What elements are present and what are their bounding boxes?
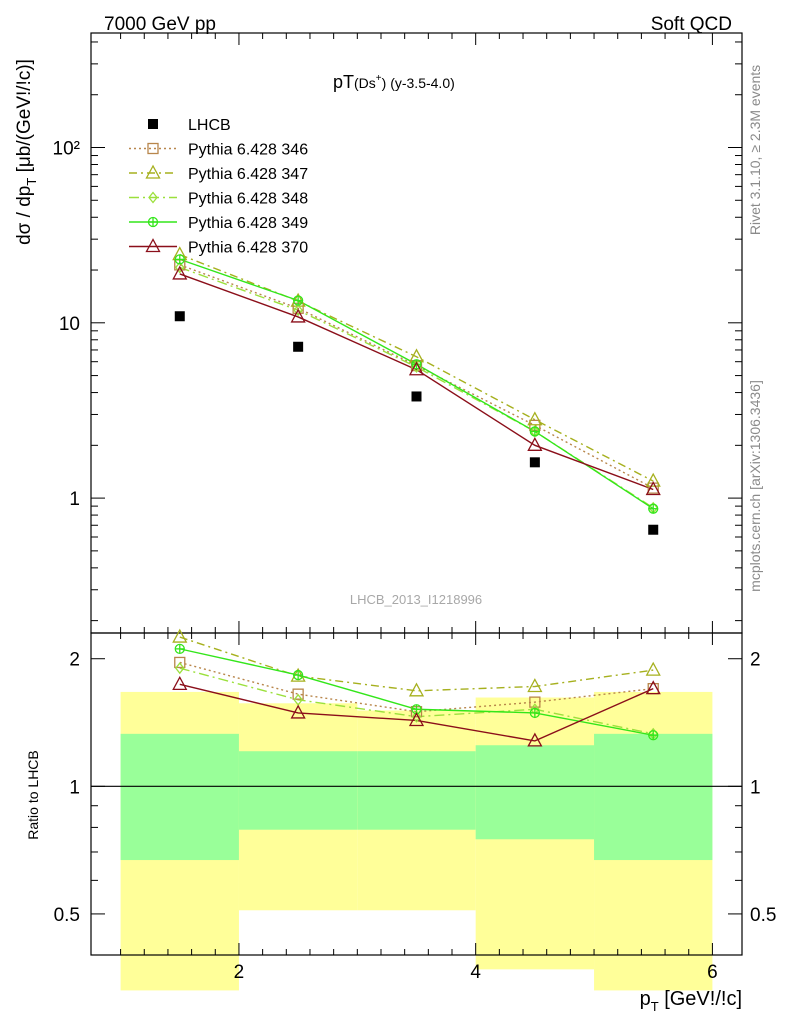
marker-p348	[293, 304, 303, 317]
ratio-line-p347	[179, 636, 654, 692]
ratio-y-tick-label: 1	[750, 777, 761, 798]
ratio-marker-p348	[411, 710, 422, 723]
series-markers	[172, 246, 661, 747]
series-lines	[179, 253, 654, 742]
marker-data	[529, 457, 540, 468]
marker-data	[174, 311, 185, 322]
mcplots-label: mcplots.cern.ch [arXiv:1306.3436]	[747, 380, 763, 592]
ratio-marker-p370	[408, 712, 425, 727]
marker-p370	[645, 481, 661, 496]
inner-band-bin	[238, 751, 358, 830]
ratio-marker-p348	[174, 662, 185, 675]
x-tick-label: 6	[707, 962, 718, 983]
ratio-marker-p349	[292, 669, 304, 681]
marker-p349	[648, 503, 659, 514]
ratio-marker-p349	[174, 643, 185, 655]
marker-data	[293, 341, 304, 352]
legend-label-p348: Pythia 6.428 348	[188, 191, 308, 208]
legend-label-p346: Pythia 6.428 346	[188, 142, 308, 159]
ratio-marker-p347	[645, 661, 661, 676]
ratio-y-tick-label: 0.5	[54, 905, 80, 926]
series-line-p346	[179, 264, 654, 489]
marker-p348	[174, 261, 185, 274]
ratio-y-tick-label: 2	[69, 650, 80, 671]
y-tick-label: 1	[69, 489, 80, 510]
legend-marker-p370	[145, 238, 161, 253]
marker-p370	[290, 308, 306, 323]
ratio-line-p346	[179, 661, 654, 713]
plot-title: pT(Ds+) (y-3.5-4.0)	[333, 72, 455, 92]
legend-label-p370: Pythia 6.428 370	[188, 240, 308, 257]
legend-marker-data	[148, 119, 158, 129]
ratio-marker-p346	[174, 656, 186, 669]
marker-p349	[174, 254, 185, 265]
inner-band-bin	[357, 751, 476, 830]
marker-data	[648, 524, 659, 535]
header-left: 7000 GeV pp	[104, 14, 216, 35]
marker-p347	[527, 411, 543, 426]
ratio-marker-p349	[529, 707, 541, 719]
ratio-y-tick-label: 2	[750, 650, 761, 671]
legend-marker-p347	[145, 164, 161, 179]
legend-marker-p349	[147, 216, 159, 228]
legend-marker-p348	[148, 191, 158, 204]
marker-p349	[411, 359, 422, 370]
legend-label-p349: Pythia 6.428 349	[188, 215, 308, 232]
ratio-marker-p347	[172, 628, 188, 643]
marker-p349	[292, 295, 304, 306]
marker-data	[411, 391, 422, 402]
axes-frames	[90, 32, 743, 956]
legend: LHCB Pythia 6.428 346 Pythia 6.428 347 Pyth…	[129, 117, 308, 257]
ratio-marker-p347	[408, 682, 425, 697]
ratio-marker-p370	[527, 732, 543, 747]
main-ylabel: dσ / dpT [μb/(GeV!/!c)]	[14, 59, 39, 245]
legend-label-p347: Pythia 6.428 347	[188, 166, 308, 183]
ratio-marker-p346	[292, 688, 304, 700]
inner-band-bin	[594, 733, 713, 861]
x-tick-label: 2	[234, 962, 245, 983]
y-tick-label: 10²	[53, 139, 80, 160]
inner-band-bin	[120, 733, 239, 861]
marker-p347	[645, 472, 661, 487]
legend-marker-p346	[147, 142, 159, 155]
y-tick-label: 10	[59, 314, 80, 335]
series-line-p349	[179, 258, 654, 510]
legend-label-data: LHCB	[188, 117, 231, 134]
ratio-y-tick-label: 1	[69, 777, 80, 798]
series-line-p370	[179, 273, 654, 491]
ratio-marker-p346	[529, 696, 541, 708]
marker-p349	[529, 426, 541, 437]
x-tick-label: 4	[470, 962, 481, 983]
ratio-marker-p349	[648, 730, 659, 741]
marker-p370	[172, 265, 188, 280]
ratio-bands	[91, 691, 742, 991]
series-line-p347	[179, 253, 654, 482]
rivet-label: Rivet 3.1.10, ≥ 2.3M events	[747, 65, 763, 235]
marker-p370	[408, 361, 425, 376]
chart-text: 7000 GeV pp Soft QCD LHCB_2013_I1218996 …	[14, 14, 776, 1014]
ratio-y-tick-label: 0.5	[750, 905, 776, 926]
ratio-ylabel: Ratio to LHCB	[25, 750, 41, 839]
marker-p370	[527, 436, 543, 451]
ratio-line-p370	[179, 683, 654, 742]
series-line-p348	[179, 266, 654, 509]
ratio-xlabel: pT [GeV!/!c]	[640, 988, 742, 1014]
inner-band-bin	[475, 745, 595, 840]
ratio-marker-p347	[527, 678, 543, 693]
marker-p348	[411, 360, 422, 373]
ratio-frame	[90, 632, 743, 956]
ratio-marker-p370	[172, 675, 188, 691]
watermark: LHCB_2013_I1218996	[350, 592, 482, 607]
header-right: Soft QCD	[651, 14, 732, 35]
ratio-marker-p370	[645, 680, 661, 695]
ratio-marker-p370	[290, 704, 306, 719]
